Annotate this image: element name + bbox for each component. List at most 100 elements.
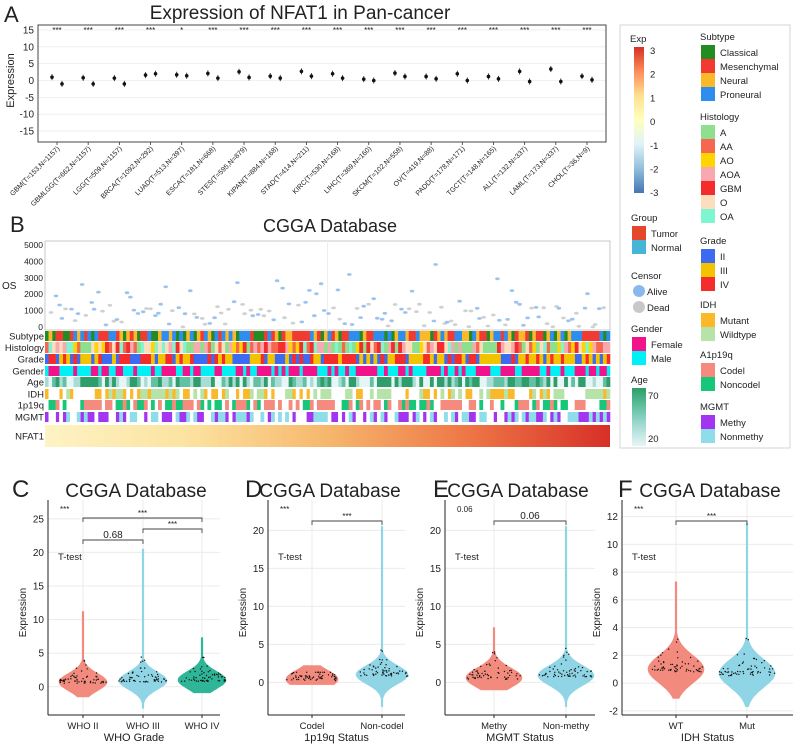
data-point xyxy=(92,682,94,684)
data-point xyxy=(363,672,365,674)
data-point xyxy=(286,679,288,681)
data-point xyxy=(753,657,755,660)
track-label: NFAT1 xyxy=(15,432,44,443)
data-point xyxy=(496,677,498,679)
data-point xyxy=(675,641,678,643)
track-label: IDH xyxy=(28,390,45,401)
legend-title-a1p19q: A1p19q xyxy=(700,350,733,361)
os-point-alive xyxy=(582,306,588,310)
significance-label: *** xyxy=(551,26,560,35)
legend-label: Methy xyxy=(720,418,746,429)
data-point xyxy=(213,674,216,676)
data-point xyxy=(185,677,188,679)
os-point-dead xyxy=(111,319,117,323)
data-point xyxy=(322,671,324,673)
legend-swatch-gbm xyxy=(701,181,715,195)
violin-who-iii xyxy=(118,548,168,709)
panel-label-e: E xyxy=(433,476,449,503)
legend-label: A xyxy=(720,128,727,139)
significance-label: *** xyxy=(84,26,93,35)
data-point xyxy=(70,678,72,680)
data-point xyxy=(566,671,568,673)
data-point xyxy=(471,671,474,673)
data-point xyxy=(486,673,488,676)
os-point-alive xyxy=(131,308,137,312)
data-point xyxy=(505,664,507,667)
legend-swatch-ii xyxy=(701,249,715,263)
data-point xyxy=(140,670,143,673)
data-point xyxy=(154,676,157,678)
data-point xyxy=(736,654,739,656)
data-point xyxy=(487,677,489,680)
data-point xyxy=(469,673,471,675)
data-point xyxy=(568,670,571,672)
mean-point xyxy=(60,82,64,86)
comparison-label: *** xyxy=(138,509,147,518)
legend-title-group: Group xyxy=(631,213,657,224)
y-tick-label: 0 xyxy=(38,682,44,693)
data-point xyxy=(201,673,203,675)
data-point xyxy=(559,672,561,674)
data-point xyxy=(675,666,677,668)
comparison-bracket xyxy=(675,520,748,525)
data-point xyxy=(333,675,336,678)
data-point xyxy=(297,676,300,679)
y-axis-label: Expression xyxy=(415,588,426,637)
track-cells xyxy=(48,412,568,422)
y-axis-label: Expression xyxy=(18,588,29,637)
mean-point xyxy=(580,74,584,78)
os-point-dead xyxy=(541,306,546,310)
data-point xyxy=(688,669,690,672)
data-point xyxy=(80,680,83,682)
plot-area xyxy=(38,25,606,142)
os-point-alive xyxy=(91,307,97,311)
data-point xyxy=(334,674,336,676)
data-point xyxy=(206,665,208,667)
data-point xyxy=(194,670,196,673)
data-point xyxy=(317,671,319,673)
data-point xyxy=(155,677,158,679)
mean-point xyxy=(309,74,314,78)
legend-label: Nonmethy xyxy=(720,432,764,443)
data-point xyxy=(574,674,576,676)
mean-point xyxy=(517,69,522,74)
significance-label: *** xyxy=(582,26,591,35)
data-point xyxy=(541,675,544,677)
data-point xyxy=(574,667,577,670)
data-point xyxy=(89,680,92,683)
data-point xyxy=(299,675,301,677)
legend-label: Alive xyxy=(647,287,668,298)
y-tick-label: 10 xyxy=(23,42,35,53)
y-tick-label: 15 xyxy=(253,564,265,575)
data-point xyxy=(320,677,322,680)
legend-label: Dead xyxy=(647,303,670,314)
mean-point xyxy=(299,69,304,74)
data-point xyxy=(654,665,656,667)
data-point xyxy=(673,666,676,668)
os-point-alive xyxy=(53,294,59,298)
data-point xyxy=(128,679,131,681)
chart-title: CGGA Database xyxy=(65,481,207,502)
os-point-alive xyxy=(389,319,394,323)
data-point xyxy=(323,671,326,673)
data-point xyxy=(189,671,191,673)
os-point-dead xyxy=(261,314,267,318)
os-point-alive xyxy=(231,300,237,304)
data-point xyxy=(726,671,728,673)
data-point xyxy=(478,676,481,678)
data-point xyxy=(304,679,306,681)
os-point-alive xyxy=(495,277,500,281)
data-point xyxy=(156,673,159,676)
legend-swatch-aoa xyxy=(701,167,715,181)
data-point xyxy=(86,675,89,677)
os-point-dead xyxy=(199,317,205,320)
legend-swatch-iv xyxy=(701,277,715,291)
test-label: T-test xyxy=(58,552,82,563)
data-point xyxy=(759,671,761,674)
data-point xyxy=(405,675,408,677)
data-point xyxy=(331,676,333,678)
data-point xyxy=(566,651,568,653)
mean-point xyxy=(153,71,158,76)
os-point-alive xyxy=(347,273,352,276)
y-tick-label: 15 xyxy=(23,25,35,36)
